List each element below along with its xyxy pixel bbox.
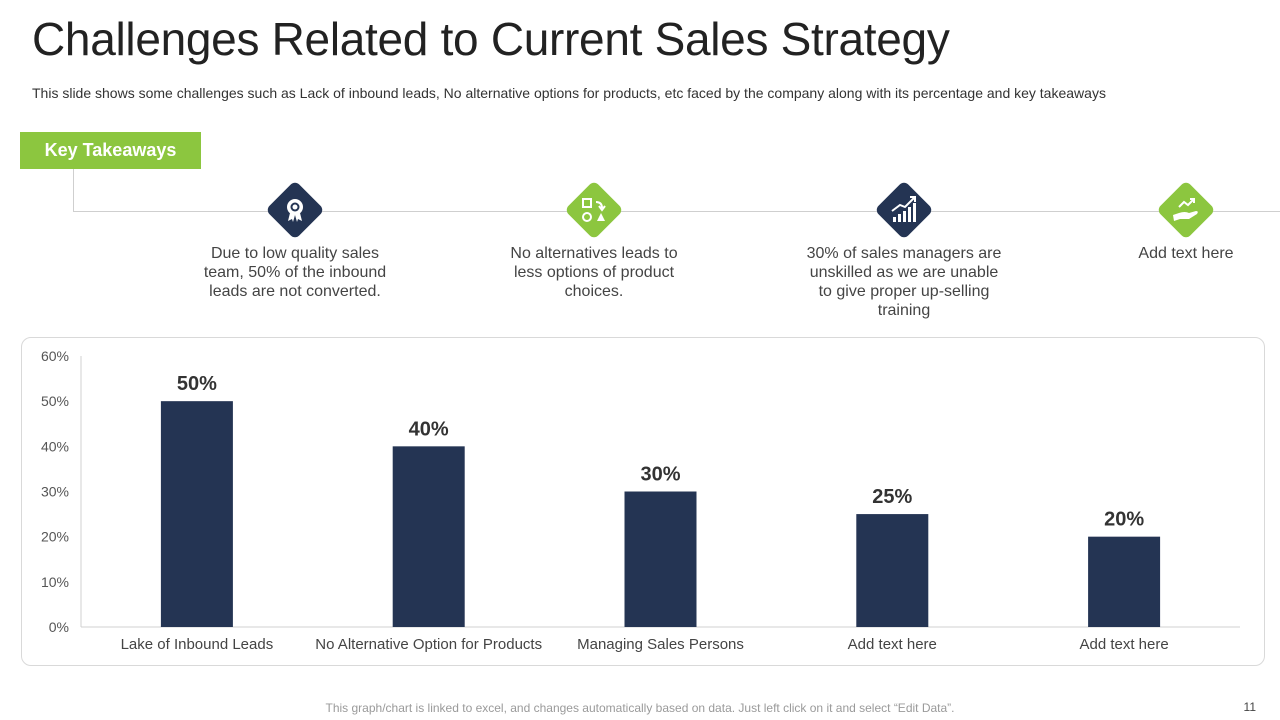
slide-title: Challenges Related to Current Sales Stra… <box>32 13 950 65</box>
bar <box>856 514 929 627</box>
key-takeaways-connector-horizontal <box>73 211 1280 212</box>
y-tick-label: 30% <box>41 484 69 500</box>
bar <box>1088 536 1161 627</box>
y-tick-label: 10% <box>41 574 69 590</box>
x-category-label: No Alternative Option for Products <box>315 636 542 653</box>
y-tick-label: 60% <box>41 348 69 364</box>
bar <box>160 401 233 627</box>
x-category-label: Add text here <box>1079 636 1168 653</box>
key-takeaways-badge: Key Takeaways <box>20 132 201 169</box>
bar-value-label: 20% <box>1104 509 1144 531</box>
growth-chart-icon <box>874 180 934 240</box>
award-badge-icon <box>265 180 325 240</box>
bar-value-label: 30% <box>640 464 680 486</box>
y-tick-label: 0% <box>49 619 69 635</box>
footer-note: This graph/chart is linked to excel, and… <box>325 701 955 715</box>
takeaway-text-1: Due to low quality sales team, 50% of th… <box>203 245 387 300</box>
slide-subtitle: This slide shows some challenges such as… <box>32 85 1106 101</box>
hand-growth-icon <box>1156 180 1216 240</box>
x-category-label: Lake of Inbound Leads <box>121 636 274 653</box>
bar <box>392 446 465 627</box>
y-tick-label: 40% <box>41 438 69 454</box>
bar <box>624 491 697 627</box>
y-tick-label: 50% <box>41 393 69 409</box>
bar-value-label: 25% <box>872 486 912 508</box>
bar-value-label: 50% <box>177 373 217 395</box>
takeaway-text-2: No alternatives leads to less options of… <box>510 245 678 300</box>
y-tick-label: 20% <box>41 529 69 545</box>
takeaway-text-3: 30% of sales managers are unskilled as w… <box>806 245 1002 319</box>
page-number: 11 <box>1243 700 1256 714</box>
x-category-label: Managing Sales Persons <box>577 636 744 653</box>
takeaway-text-4: Add text here <box>1138 245 1234 262</box>
shapes-exchange-icon <box>564 180 624 240</box>
key-takeaways-connector-vertical <box>73 169 74 212</box>
x-category-label: Add text here <box>848 636 937 653</box>
bar-value-label: 40% <box>409 418 449 440</box>
